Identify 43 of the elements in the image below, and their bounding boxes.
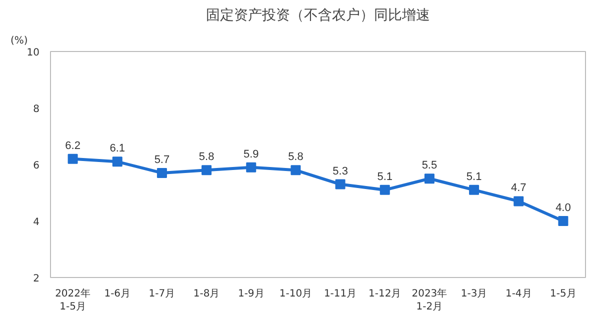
text: 6.1: [110, 142, 126, 155]
text: 5.1: [466, 170, 482, 183]
point: [558, 216, 568, 226]
point: [156, 168, 167, 178]
point: [469, 184, 480, 195]
x-tick-label: 1-9月: [238, 288, 264, 300]
point: [68, 154, 78, 164]
text: 5.5: [422, 160, 438, 172]
x-tick-label: 1-5月: [550, 288, 576, 300]
y-tick-label: 8: [33, 104, 40, 115]
text: 5.9: [243, 148, 259, 160]
point: [380, 184, 390, 195]
x-tick-label: 1-11月: [324, 288, 357, 300]
y-axis-title: (%): [10, 36, 28, 46]
x-tick-label: 1-10月: [279, 288, 312, 300]
point: [514, 196, 524, 206]
text: 5.3: [332, 165, 348, 178]
y-tick-label: 4: [33, 217, 40, 228]
text: 5.8: [198, 151, 214, 164]
x-tick-label: 1-3月: [460, 288, 488, 300]
x-tick-label: 1-7月: [148, 288, 176, 300]
text: 6.2: [65, 140, 80, 152]
point: [202, 165, 212, 176]
point: [246, 162, 256, 172]
text: 5.1: [377, 170, 393, 183]
point: [290, 165, 301, 176]
text: 5.8: [288, 151, 304, 164]
text: 4.7: [510, 182, 526, 194]
text: 4.0: [556, 202, 571, 214]
point: [424, 174, 434, 184]
x-tick-label: 1-8月: [193, 288, 220, 300]
x-tick-label: 2022年 1-5月: [55, 288, 91, 313]
y-tick-label: 2: [33, 274, 40, 284]
x-tick-label: 1-12月: [368, 288, 402, 300]
point: [112, 156, 122, 167]
x-tick-label: 1-4月: [505, 288, 532, 300]
chart-title: 固定资产投资（不含农户）同比增速: [206, 8, 430, 24]
y-tick-label: 10: [26, 48, 40, 58]
point: [335, 179, 346, 190]
x-tick-label: 2023年 1-2月: [412, 288, 448, 313]
x-tick-label: 1-6月: [104, 288, 131, 300]
text: 5.7: [154, 154, 170, 166]
y-tick-label: 6: [33, 160, 40, 172]
